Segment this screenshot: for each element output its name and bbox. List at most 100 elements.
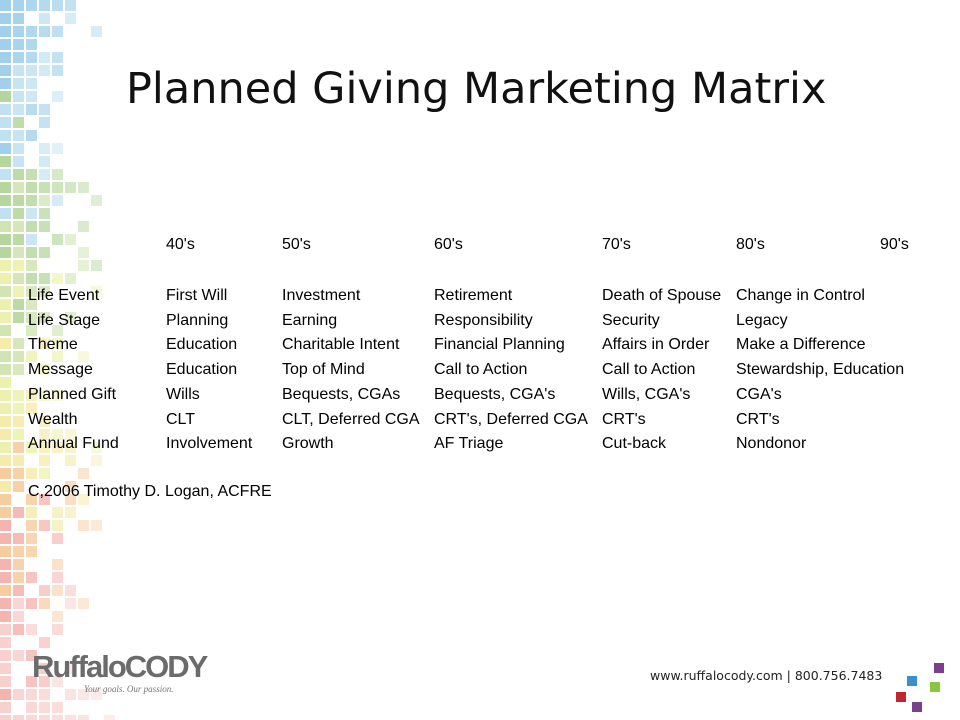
mosaic-tile bbox=[52, 520, 63, 531]
mosaic-tile bbox=[26, 546, 37, 557]
matrix-cell: Legacy bbox=[736, 311, 788, 329]
matrix-cell: Cut-back bbox=[602, 435, 667, 453]
column-header: 80's bbox=[736, 236, 765, 253]
mosaic-tile bbox=[26, 572, 37, 583]
mosaic-tile bbox=[0, 169, 11, 180]
mosaic-tile bbox=[0, 273, 11, 284]
copyright-note: C,2006 Timothy D. Logan, ACFRE bbox=[28, 483, 272, 500]
mosaic-tile bbox=[13, 403, 24, 414]
mosaic-tile bbox=[91, 442, 102, 453]
matrix-cell: Earning bbox=[282, 311, 338, 329]
mosaic-tile bbox=[91, 520, 102, 531]
matrix-cell: CLT, Deferred CGA bbox=[282, 410, 420, 428]
mosaic-tile bbox=[26, 286, 37, 297]
mosaic-tile bbox=[78, 182, 89, 193]
accent-square bbox=[907, 676, 917, 686]
mosaic-tile bbox=[52, 572, 63, 583]
matrix-cell: Charitable Intent bbox=[282, 336, 400, 354]
matrix-cell: CRT's, Deferred CGA bbox=[434, 410, 588, 428]
mosaic-tile bbox=[91, 689, 102, 700]
matrix-cell: Stewardship, Education bbox=[736, 361, 905, 379]
mosaic-tile bbox=[78, 715, 89, 720]
matrix-cell: CRT's bbox=[602, 410, 646, 428]
mosaic-tile bbox=[13, 650, 24, 661]
footer-contact: www.ruffalocody.com | 800.756.7483 bbox=[650, 668, 883, 683]
mosaic-tile bbox=[13, 26, 24, 37]
mosaic-tile bbox=[0, 676, 11, 687]
mosaic-tile bbox=[78, 494, 89, 505]
column-header: 60's bbox=[434, 236, 463, 253]
matrix-cell: Retirement bbox=[434, 287, 513, 304]
row-label: Theme bbox=[28, 336, 78, 354]
mosaic-tile bbox=[0, 598, 11, 609]
mosaic-tile bbox=[0, 507, 11, 518]
mosaic-tile bbox=[52, 26, 63, 37]
mosaic-tile bbox=[13, 221, 24, 232]
mosaic-tile bbox=[52, 325, 63, 336]
mosaic-tile bbox=[39, 637, 50, 648]
matrix-cell: Top of Mind bbox=[282, 361, 365, 379]
mosaic-tile bbox=[65, 455, 76, 466]
mosaic-tile bbox=[13, 624, 24, 635]
mosaic-tile bbox=[26, 403, 37, 414]
mosaic-tile bbox=[13, 455, 24, 466]
mosaic-tile bbox=[13, 78, 24, 89]
mosaic-tile bbox=[26, 390, 37, 401]
row-label: Annual Fund bbox=[28, 435, 119, 453]
mosaic-tile bbox=[39, 104, 50, 115]
mosaic-tile bbox=[65, 442, 76, 453]
mosaic-tile bbox=[13, 533, 24, 544]
mosaic-tile bbox=[0, 403, 11, 414]
row-label: Life Event bbox=[28, 287, 100, 304]
mosaic-tile bbox=[78, 221, 89, 232]
mosaic-tile bbox=[65, 0, 76, 11]
mosaic-tile bbox=[52, 533, 63, 544]
mosaic-tile bbox=[0, 689, 11, 700]
slide-title: Planned Giving Marketing Matrix bbox=[126, 64, 827, 114]
mosaic-tile bbox=[0, 429, 11, 440]
mosaic-tile bbox=[26, 507, 37, 518]
mosaic-tile bbox=[52, 234, 63, 245]
mosaic-tile bbox=[26, 533, 37, 544]
mosaic-tile bbox=[0, 325, 11, 336]
mosaic-tile bbox=[39, 585, 50, 596]
mosaic-tile bbox=[13, 507, 24, 518]
mosaic-tile bbox=[65, 715, 76, 720]
column-header: 50's bbox=[282, 236, 311, 253]
mosaic-tile bbox=[13, 247, 24, 258]
mosaic-tile bbox=[26, 208, 37, 219]
mosaic-tile bbox=[0, 663, 11, 674]
mosaic-tile bbox=[39, 0, 50, 11]
mosaic-tile bbox=[13, 39, 24, 50]
mosaic-tile bbox=[13, 442, 24, 453]
marketing-matrix: 40's 50's 60's 70's 80's 90's Life Event First … bbox=[28, 236, 909, 453]
mosaic-tile bbox=[0, 494, 11, 505]
mosaic-tile bbox=[52, 611, 63, 622]
mosaic-tile bbox=[39, 429, 50, 440]
mosaic-tile bbox=[13, 338, 24, 349]
mosaic-tile bbox=[13, 143, 24, 154]
mosaic-tile bbox=[13, 13, 24, 24]
mosaic-tile bbox=[26, 247, 37, 258]
ruffalocody-logo: RuffaloCODY Your goals. Our passion. bbox=[32, 650, 208, 695]
matrix-cell: Investment bbox=[282, 287, 361, 304]
mosaic-tile bbox=[13, 0, 24, 11]
mosaic-tile bbox=[0, 195, 11, 206]
mosaic-tile bbox=[0, 130, 11, 141]
mosaic-tile bbox=[91, 286, 102, 297]
mosaic-tile bbox=[78, 598, 89, 609]
mosaic-tile bbox=[0, 299, 11, 310]
mosaic-tile bbox=[39, 598, 50, 609]
mosaic-tile bbox=[52, 351, 63, 362]
mosaic-tile bbox=[13, 208, 24, 219]
mosaic-tile bbox=[78, 520, 89, 531]
mosaic-tile bbox=[26, 299, 37, 310]
mosaic-tile bbox=[52, 169, 63, 180]
mosaic-tile bbox=[52, 143, 63, 154]
mosaic-tile bbox=[26, 104, 37, 115]
accent-square bbox=[934, 663, 944, 673]
mosaic-tile bbox=[26, 351, 37, 362]
logo-tagline: Your goals. Our passion. bbox=[84, 684, 174, 694]
mosaic-tile bbox=[13, 585, 24, 596]
mosaic-tile bbox=[0, 234, 11, 245]
